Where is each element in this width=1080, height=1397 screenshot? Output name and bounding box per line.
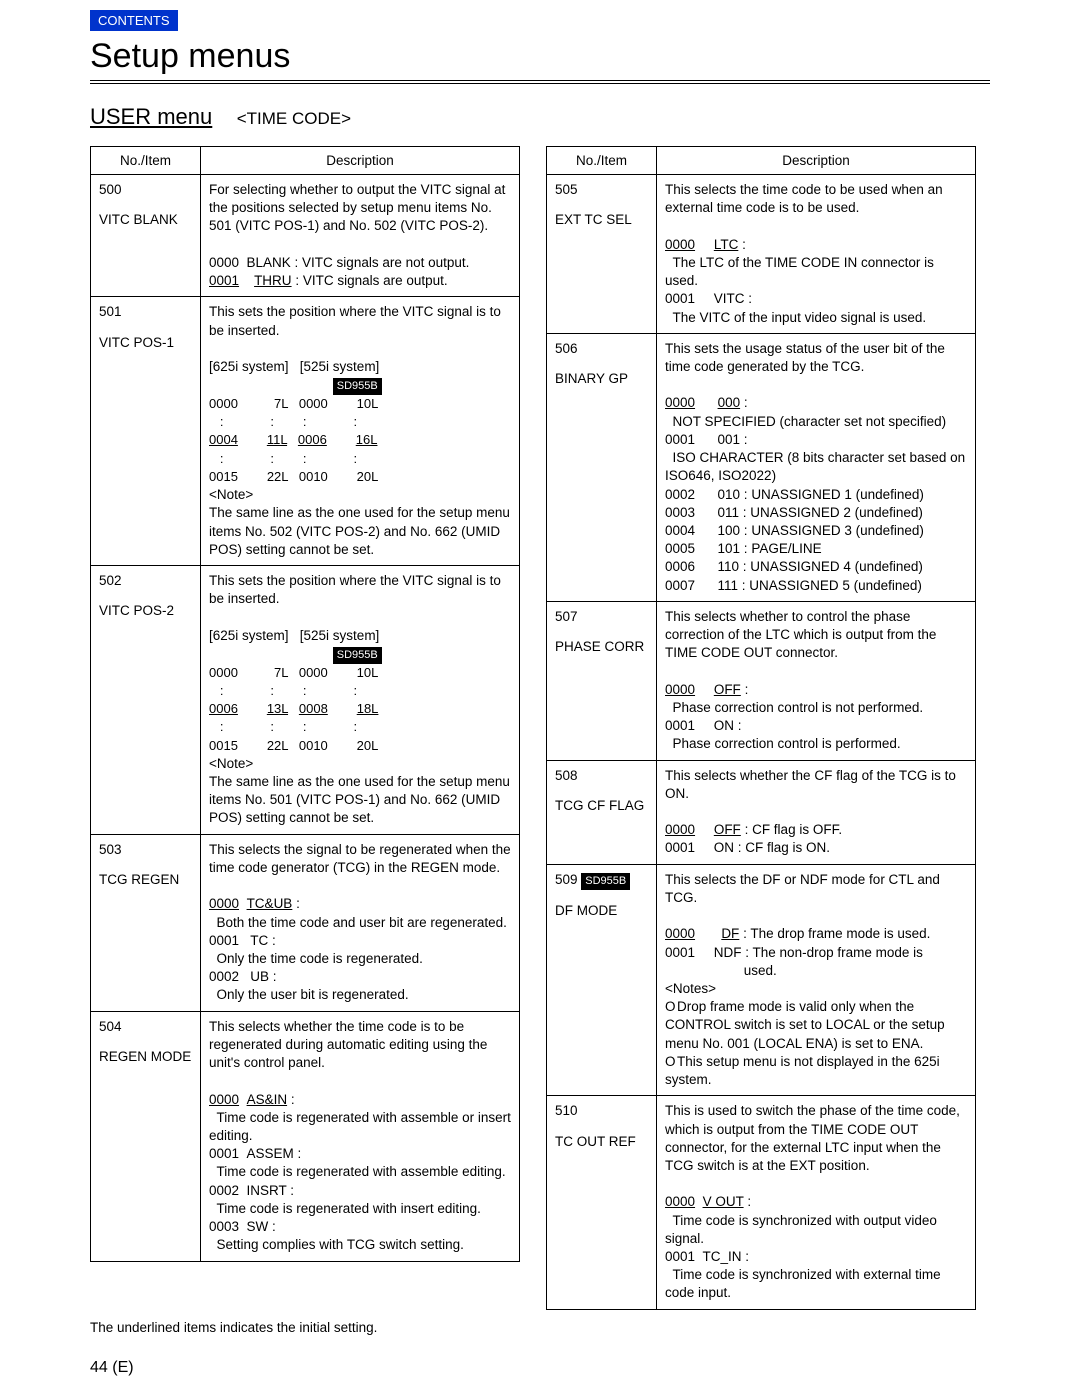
item-desc-cell: This selects whether to control the phas… (657, 601, 976, 760)
item-no-cell: 502VITC POS-2 (91, 566, 201, 835)
col-desc: Description (201, 147, 520, 175)
item-desc-cell: For selecting whether to output the VITC… (201, 175, 520, 297)
left-table: No./Item Description 500VITC BLANKFor se… (90, 146, 520, 1262)
item-desc-cell: This selects whether the CF flag of the … (657, 760, 976, 864)
contents-tag[interactable]: CONTENTS (90, 10, 178, 31)
item-no-cell: 500VITC BLANK (91, 175, 201, 297)
menu-title: USER menu (90, 104, 212, 129)
col-desc: Description (657, 147, 976, 175)
item-no-cell: 504REGEN MODE (91, 1011, 201, 1261)
footnote: The underlined items indicates the initi… (90, 1320, 990, 1335)
page-title: Setup menus (90, 37, 990, 76)
menu-subtitle: <TIME CODE> (237, 109, 351, 128)
item-desc-cell: This is used to switch the phase of the … (657, 1096, 976, 1309)
item-no-cell: 505EXT TC SEL (547, 175, 657, 334)
col-no: No./Item (547, 147, 657, 175)
item-desc-cell: This sets the position where the VITC si… (201, 566, 520, 835)
item-desc-cell: This selects the signal to be regenerate… (201, 834, 520, 1011)
col-no: No./Item (91, 147, 201, 175)
item-no-cell: 503TCG REGEN (91, 834, 201, 1011)
item-no-cell: 509 SD955BDF MODE (547, 864, 657, 1096)
rule (90, 80, 990, 84)
item-no-cell: 510TC OUT REF (547, 1096, 657, 1309)
item-desc-cell: This selects the time code to be used wh… (657, 175, 976, 334)
menu-header: USER menu <TIME CODE> (90, 104, 990, 130)
page-number: 44 (E) (90, 1359, 990, 1377)
item-desc-cell: This selects whether the time code is to… (201, 1011, 520, 1261)
item-desc-cell: This sets the usage status of the user b… (657, 333, 976, 601)
right-table: No./Item Description 505EXT TC SELThis s… (546, 146, 976, 1310)
item-desc-cell: This sets the position where the VITC si… (201, 297, 520, 566)
item-no-cell: 508TCG CF FLAG (547, 760, 657, 864)
item-no-cell: 501VITC POS-1 (91, 297, 201, 566)
item-no-cell: 506BINARY GP (547, 333, 657, 601)
item-desc-cell: This selects the DF or NDF mode for CTL … (657, 864, 976, 1096)
item-no-cell: 507PHASE CORR (547, 601, 657, 760)
